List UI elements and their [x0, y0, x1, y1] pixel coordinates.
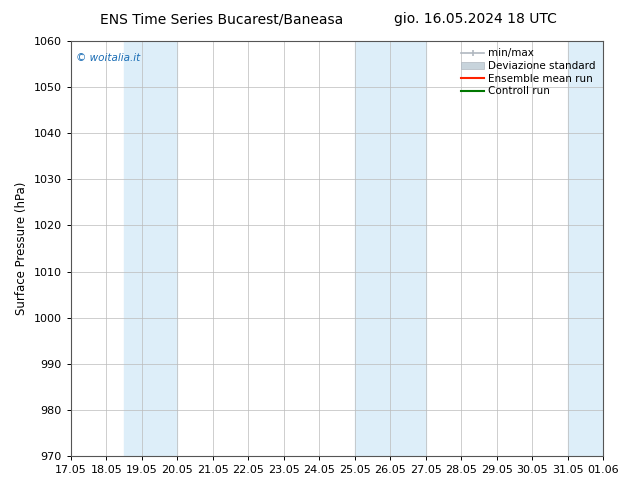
Bar [567, 41, 603, 456]
Text: ENS Time Series Bucarest/Baneasa: ENS Time Series Bucarest/Baneasa [100, 12, 344, 26]
Bar [354, 41, 425, 456]
Legend: min/max, Deviazione standard, Ensemble mean run, Controll run: min/max, Deviazione standard, Ensemble m… [457, 44, 600, 100]
Text: gio. 16.05.2024 18 UTC: gio. 16.05.2024 18 UTC [394, 12, 557, 26]
Text: © woitalia.it: © woitalia.it [76, 53, 140, 64]
Bar [124, 41, 178, 456]
Y-axis label: Surface Pressure (hPa): Surface Pressure (hPa) [15, 182, 28, 315]
